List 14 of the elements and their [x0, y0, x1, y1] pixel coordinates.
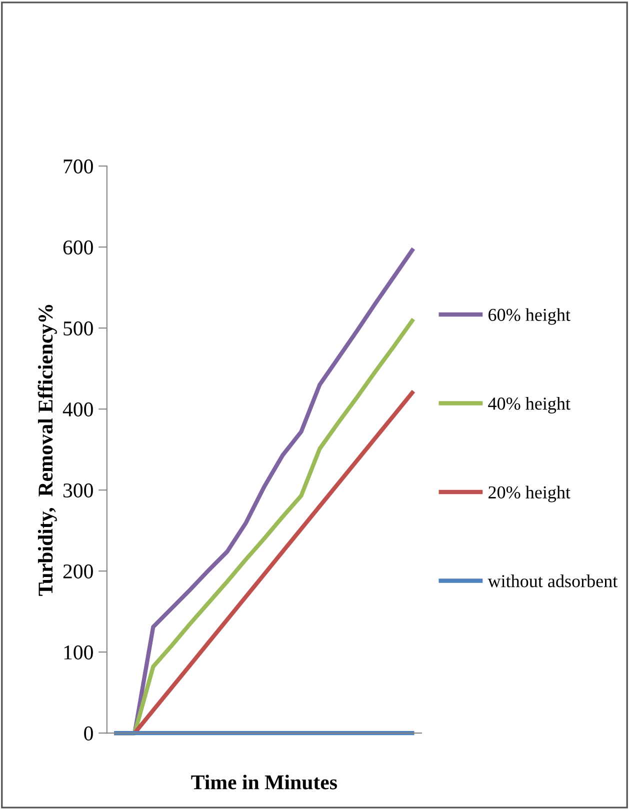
- y-tick-label: 300: [63, 483, 93, 498]
- legend-label: 20% height: [488, 486, 570, 502]
- y-tick-label: 200: [63, 564, 93, 578]
- y-axis-title: Turbidity, Removal Efficiency%: [38, 304, 57, 596]
- y-tick-label: 700: [64, 159, 93, 174]
- y-tick-label: 100: [64, 645, 93, 660]
- y-tick-label: 500: [64, 321, 93, 336]
- x-axis-title: Time in Minutes: [191, 774, 337, 790]
- y-tick-label: 600: [63, 240, 93, 254]
- y-tick-label: 400: [62, 402, 93, 416]
- legend-label: 60% height: [488, 308, 570, 325]
- legend-label: 40% height: [488, 397, 570, 414]
- legend-label: without adsorbent: [488, 574, 618, 588]
- y-tick-label: 0: [84, 726, 93, 740]
